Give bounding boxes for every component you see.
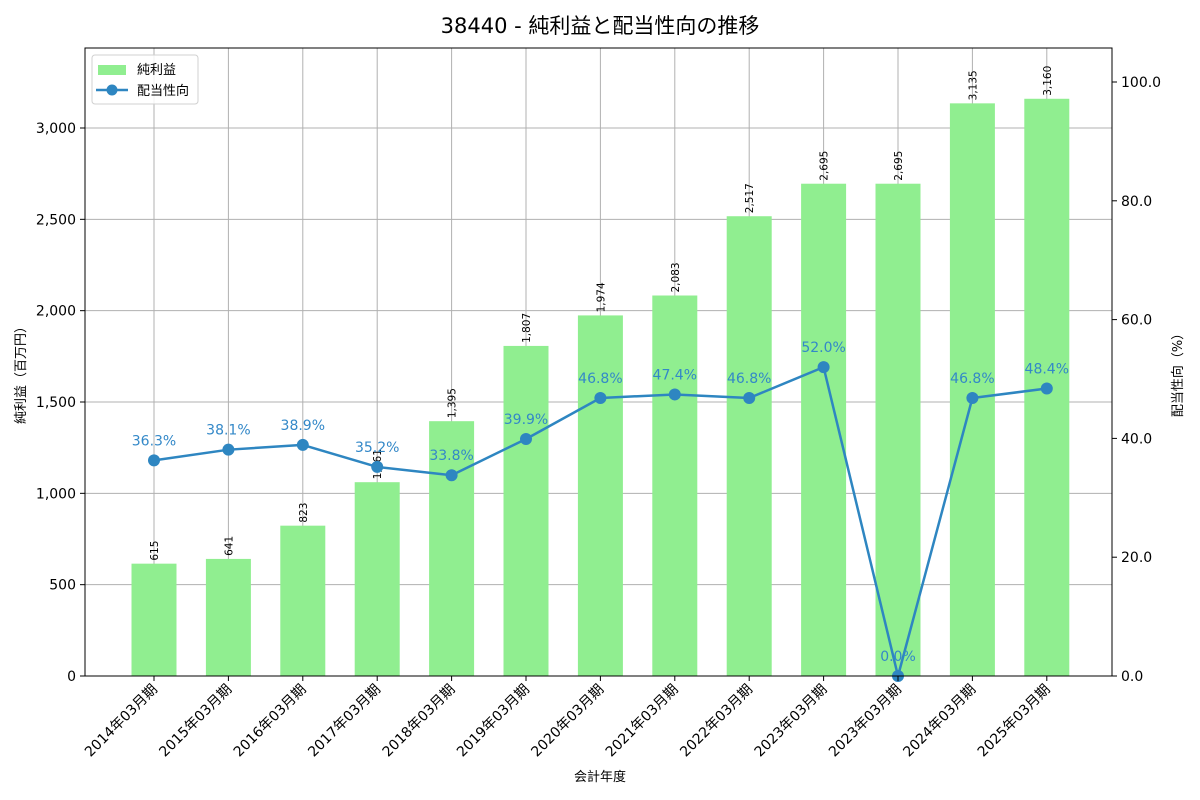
x-tick-label: 2014年03月期 (82, 682, 161, 761)
line-value-label: 48.4% (1025, 362, 1069, 378)
bar (652, 295, 698, 676)
bar-value-label: 823 (298, 503, 310, 523)
y-left-axis-ticks: 0 500 1,000 1,500 2,000 2,500 3,000 (36, 121, 85, 685)
bar (205, 558, 251, 676)
bar (131, 563, 177, 676)
legend-label-net-income: 純利益 (137, 63, 176, 78)
bar-value-label: 615 (149, 541, 161, 561)
y-right-axis-label: 配当性向（%） (1170, 327, 1186, 417)
legend-bar-swatch-icon (98, 65, 126, 75)
line-value-label: 47.4% (653, 367, 697, 383)
x-tick-label: 2019年03月期 (454, 682, 533, 761)
y-left-tick-label: 2,000 (36, 304, 76, 320)
line-value-label: 35.2% (355, 440, 399, 456)
line-value-label: 39.9% (504, 412, 548, 428)
line-value-labels: 36.3% 38.1% 38.9% 35.2% 33.8% 39.9% 46.8% 47.4%… (132, 340, 1069, 665)
line-value-label: 0.0% (880, 649, 916, 665)
y-right-tick-label: 20.0 (1121, 550, 1152, 566)
x-tick-label: 2016年03月期 (231, 682, 310, 761)
x-tick-label: 2023年03月期 (752, 682, 831, 761)
line-marker (1040, 382, 1053, 395)
y-right-tick-label: 40.0 (1121, 431, 1152, 447)
y-right-tick-label: 100.0 (1121, 75, 1161, 91)
bar-value-label: 3,135 (967, 70, 979, 100)
bar-value-label: 641 (223, 536, 235, 556)
bar-value-label: 2,695 (893, 151, 905, 181)
bar (949, 103, 995, 677)
y-left-axis-label: 純利益（百万円） (14, 320, 29, 424)
x-tick-label: 2023年03月期 (826, 682, 905, 761)
bar (577, 315, 623, 676)
bar (280, 525, 326, 676)
y-right-axis-ticks: 0.0 20.0 40.0 60.0 80.0 100.0 (1112, 75, 1161, 685)
x-tick-label: 2025年03月期 (975, 682, 1054, 761)
y-right-tick-label: 60.0 (1121, 313, 1152, 329)
x-tick-label: 2020年03月期 (528, 682, 607, 761)
line-value-label: 38.1% (206, 423, 250, 439)
bar (726, 216, 772, 676)
line-value-label: 52.0% (801, 340, 845, 356)
line-marker (148, 454, 160, 467)
line-marker (817, 361, 830, 374)
plot-frame (84, 47, 1113, 677)
y-right-tick-label: 80.0 (1121, 194, 1152, 210)
bar-value-label: 3,160 (1042, 66, 1054, 96)
x-tick-label: 2018年03月期 (380, 682, 459, 761)
bar-value-label: 2,517 (744, 183, 756, 213)
y-right-tick-label: 0.0 (1121, 669, 1143, 685)
legend-label-payout-ratio: 配当性向 (137, 83, 189, 99)
legend: 純利益 配当性向 (91, 54, 199, 105)
line-marker (296, 438, 309, 451)
bar-series-net-income (131, 98, 1070, 677)
line-marker (222, 443, 235, 456)
line-marker (743, 392, 756, 405)
line-value-label: 46.8% (950, 371, 994, 387)
x-axis-label: 会計年度 (574, 769, 626, 785)
chart-title: 38440 - 純利益と配当性向の推移 (441, 14, 760, 38)
line-value-label: 38.9% (281, 418, 325, 434)
x-tick-label: 2024年03月期 (900, 682, 979, 761)
line-marker (520, 432, 532, 445)
bar (354, 482, 400, 676)
x-tick-label: 2021年03月期 (603, 682, 682, 761)
x-tick-label: 2015年03月期 (156, 682, 235, 761)
line-value-label: 36.3% (132, 433, 176, 449)
y-left-tick-label: 1,000 (36, 486, 76, 502)
line-value-label: 46.8% (578, 371, 622, 387)
bar (503, 345, 549, 676)
y-left-tick-label: 0 (67, 669, 76, 685)
line-marker (594, 392, 607, 405)
x-axis-ticks: 2014年03月期2015年03月期2016年03月期2017年03月期2018… (82, 676, 1054, 760)
line-marker (445, 469, 458, 482)
line-value-label: 33.8% (429, 448, 473, 464)
x-tick-label: 2022年03月期 (677, 682, 756, 761)
line-marker (668, 388, 681, 401)
line-marker (966, 392, 979, 405)
line-value-label: 46.8% (727, 371, 771, 387)
y-left-tick-label: 2,500 (36, 212, 76, 228)
bar-value-label: 1,395 (447, 388, 459, 418)
bar-value-label: 1,974 (595, 282, 607, 312)
y-left-tick-label: 1,500 (36, 395, 76, 411)
line-marker (371, 460, 384, 473)
x-tick-label: 2017年03月期 (305, 682, 384, 761)
y-left-tick-label: 500 (49, 578, 76, 594)
bar-value-label: 2,695 (819, 151, 831, 181)
bar (429, 421, 475, 676)
bar-value-label: 2,083 (670, 262, 682, 292)
bar (875, 183, 921, 677)
bar-value-label: 1,807 (521, 313, 533, 343)
legend-marker-icon (106, 84, 118, 96)
y-left-tick-label: 3,000 (36, 121, 76, 137)
